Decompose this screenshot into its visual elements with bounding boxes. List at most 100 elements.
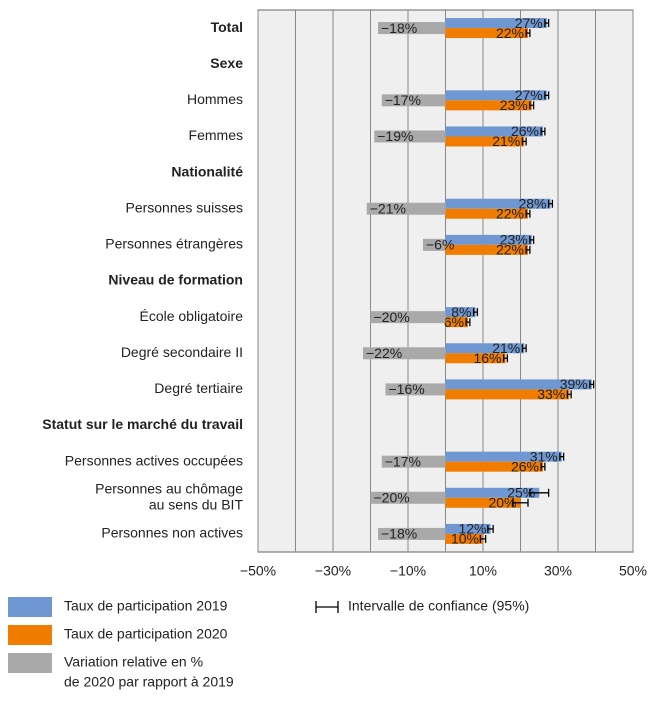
bar	[381, 455, 446, 468]
bar	[445, 208, 528, 219]
value-label: 27%	[515, 87, 543, 103]
bar	[445, 307, 476, 318]
bar	[445, 461, 543, 472]
error-bar	[544, 19, 550, 28]
legend-label: de 2020 par rapport à 2019	[64, 674, 234, 690]
category-label: Total	[211, 19, 243, 35]
error-bar	[559, 452, 565, 461]
bar	[445, 487, 540, 498]
value-label: 12%	[458, 521, 486, 537]
category-label: Degré tertiaire	[154, 380, 243, 396]
error-bar	[512, 498, 529, 507]
value-label: 16%	[473, 350, 501, 366]
x-tick-label: −30%	[315, 563, 351, 579]
bar	[445, 28, 528, 39]
value-label: 25%	[507, 485, 535, 501]
error-bar	[529, 101, 535, 110]
error-bar	[479, 534, 487, 543]
category-label: Sexe	[210, 55, 243, 71]
legend-label: Intervalle de confiance (95%)	[348, 598, 529, 614]
error-bar	[525, 209, 531, 218]
category-label: Niveau de formation	[108, 272, 243, 288]
value-label: 39%	[560, 376, 588, 392]
value-label: 21%	[492, 340, 520, 356]
value-label: −20%	[374, 309, 410, 325]
error-bar	[465, 318, 471, 327]
category-label: Femmes	[189, 127, 243, 143]
error-bar	[540, 462, 546, 471]
error-bar	[540, 127, 546, 136]
bar	[445, 389, 570, 400]
bar	[445, 18, 547, 29]
bar	[445, 317, 468, 328]
value-label: 28%	[518, 195, 546, 211]
bar	[445, 126, 543, 137]
error-bar	[544, 91, 550, 100]
value-label: −6%	[426, 237, 454, 253]
category-label: Degré secondaire II	[121, 344, 243, 360]
x-tick-label: 50%	[619, 563, 647, 579]
value-label: −19%	[377, 128, 413, 144]
x-tick-label: −50%	[240, 563, 276, 579]
category-label: École obligatoire	[139, 308, 243, 324]
legend-label: Taux de participation 2020	[64, 626, 228, 642]
x-tick-label: 10%	[469, 563, 497, 579]
bar	[445, 198, 551, 209]
value-label: −18%	[381, 20, 417, 36]
category-label: Personnes au chômage	[95, 481, 243, 497]
value-label: 26%	[511, 458, 539, 474]
legend-label: Variation relative en %	[64, 654, 203, 670]
bar	[445, 90, 547, 101]
category-label: au sens du BIT	[149, 497, 244, 513]
value-label: 8%	[451, 304, 471, 320]
error-bar	[525, 245, 531, 254]
value-label: 6%	[444, 314, 464, 330]
value-label: 21%	[492, 133, 520, 149]
error-bar	[547, 199, 554, 208]
bar	[363, 347, 446, 360]
legend-swatch	[8, 653, 52, 673]
legend-swatch	[8, 597, 52, 617]
bar	[445, 100, 532, 111]
bar	[374, 130, 446, 143]
value-label: 33%	[537, 386, 565, 402]
x-tick-label: 30%	[544, 563, 572, 579]
error-bar	[521, 137, 527, 146]
bar	[445, 379, 592, 390]
value-label: −16%	[389, 381, 425, 397]
bar	[378, 22, 446, 35]
error-bar	[487, 524, 494, 533]
error-bar	[566, 390, 572, 399]
legend-label: Taux de participation 2019	[64, 598, 228, 614]
error-bar	[529, 488, 550, 497]
category-label: Nationalité	[171, 163, 243, 179]
bar	[445, 343, 525, 354]
value-label: −17%	[385, 453, 421, 469]
bar	[366, 202, 446, 215]
value-label: 22%	[496, 205, 524, 221]
bar	[370, 311, 446, 324]
bar	[445, 523, 491, 534]
value-label: −22%	[366, 345, 402, 361]
bar	[381, 94, 446, 107]
category-label: Statut sur le marché du travail	[42, 416, 243, 432]
value-label: 23%	[500, 232, 528, 248]
error-bar	[521, 344, 527, 353]
value-label: 23%	[500, 97, 528, 113]
value-label: −21%	[370, 200, 406, 216]
error-bar	[589, 380, 595, 389]
error-bar	[529, 235, 535, 244]
error-bar	[472, 308, 479, 317]
x-tick-label: −10%	[390, 563, 426, 579]
category-label: Hommes	[187, 91, 243, 107]
category-label: Personnes actives occupées	[65, 452, 243, 468]
bar	[445, 451, 562, 462]
bar	[445, 533, 483, 544]
value-label: 27%	[515, 15, 543, 31]
value-label: −20%	[374, 490, 410, 506]
bar	[378, 527, 446, 540]
bar	[445, 244, 528, 255]
category-label: Personnes suisses	[125, 199, 243, 215]
category-label: Personnes non actives	[101, 525, 243, 541]
